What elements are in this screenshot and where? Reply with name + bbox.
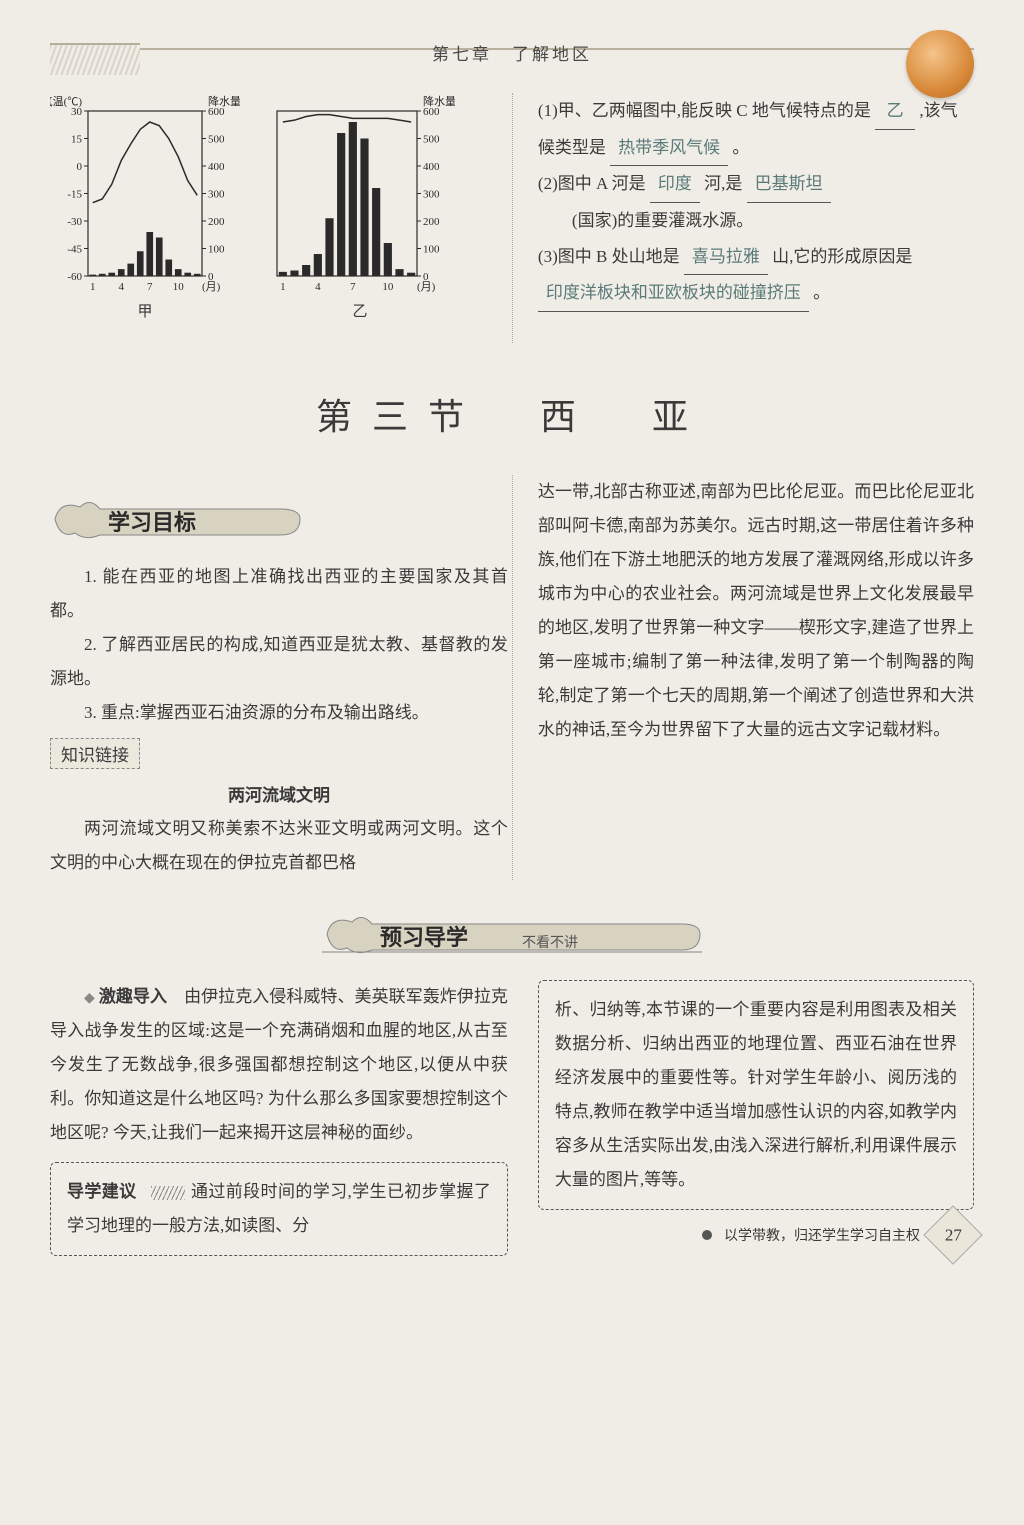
chart-yi-label: 乙 xyxy=(265,300,455,321)
guide-text-right: 析、归纳等,本节课的一个重要内容是利用图表及相关数据分析、归纳出西亚的地理位置、… xyxy=(555,1000,957,1189)
svg-text:15: 15 xyxy=(71,134,83,146)
chart-jia: -60-45-30-1501530气温(℃)010020030040050060… xyxy=(50,93,240,321)
svg-text:100: 100 xyxy=(208,244,225,256)
page-number: 27 xyxy=(945,1225,962,1245)
heading-study-goals: 学习目标 xyxy=(50,495,508,545)
svg-text:300: 300 xyxy=(208,189,225,201)
svg-text:降水量(mm): 降水量(mm) xyxy=(208,94,240,108)
column-divider xyxy=(512,93,513,343)
answers-column: (1)甲、乙两幅图中,能反映 C 地气候特点的是 乙 ,该气候类型是 热带季风气… xyxy=(538,93,974,343)
svg-text:-30: -30 xyxy=(67,216,82,228)
corner-badge-icon xyxy=(906,30,974,98)
svg-text:降水量(mm): 降水量(mm) xyxy=(423,94,455,108)
q2-end: (国家)的重要灌溉水源。 xyxy=(572,211,753,230)
charts-column: -60-45-30-1501530气温(℃)010020030040050060… xyxy=(50,93,508,343)
header-decoration xyxy=(50,43,140,75)
diamond-icon: ◆ xyxy=(84,991,95,1006)
q3-end: 。 xyxy=(813,283,830,302)
svg-text:300: 300 xyxy=(423,189,440,201)
q3-answer1: 喜马拉雅 xyxy=(684,239,768,276)
svg-text:400: 400 xyxy=(423,161,440,173)
svg-text:100: 100 xyxy=(423,244,440,256)
svg-text:500: 500 xyxy=(208,134,225,146)
q2-mid: 河,是 xyxy=(704,174,742,193)
q2-pre: (2)图中 A 河是 xyxy=(538,174,646,193)
q3-answer2: 印度洋板块和亚欧板块的碰撞挤压 xyxy=(538,275,809,312)
svg-text:400: 400 xyxy=(208,161,225,173)
intro-paragraph: ◆ 激趣导入 由伊拉克入侵科威特、美英联军轰炸伊拉克导入战争发生的区域:这是一个充… xyxy=(50,980,508,1150)
knowledge-link-title: 两河流域文明 xyxy=(50,781,508,806)
goals-right: 达一带,北部古称亚述,南部为巴比伦尼亚。而巴比伦尼亚北部叫阿卡德,南部为苏美尔。… xyxy=(538,475,974,880)
page-footer: 以学带教，归还学生学习自主权 27 xyxy=(702,1214,974,1256)
page-header: 第七章 了解地区 xyxy=(50,40,974,78)
knowledge-link-label: 知识链接 xyxy=(50,738,140,769)
q1-answer2: 热带季风气候 xyxy=(610,130,728,167)
answer-q1: (1)甲、乙两幅图中,能反映 C 地气候特点的是 乙 ,该气候类型是 热带季风气… xyxy=(538,93,974,166)
svg-text:7: 7 xyxy=(147,281,153,293)
svg-text:1: 1 xyxy=(280,281,286,293)
svg-text:200: 200 xyxy=(208,216,225,228)
footer-text: 以学带教，归还学生学习自主权 xyxy=(724,1225,920,1245)
svg-text:-60: -60 xyxy=(67,271,82,283)
svg-text:7: 7 xyxy=(350,281,356,293)
heading-study-goals-text: 学习目标 xyxy=(108,505,196,537)
q3-mid: 山,它的形成原因是 xyxy=(772,247,912,266)
hatch-icon xyxy=(151,1186,185,1200)
goals-section: 学习目标 1. 能在西亚的地图上准确找出西亚的主要国家及其首都。 2. 了解西亚… xyxy=(50,475,974,880)
footer-dot-icon xyxy=(702,1230,712,1240)
q3-pre: (3)图中 B 处山地是 xyxy=(538,247,680,266)
goal-1: 1. 能在西亚的地图上准确找出西亚的主要国家及其首都。 xyxy=(50,560,508,628)
top-section: -60-45-30-1501530气温(℃)010020030040050060… xyxy=(50,93,974,343)
svg-text:4: 4 xyxy=(119,281,125,293)
svg-text:10: 10 xyxy=(173,281,185,293)
svg-text:气温(℃): 气温(℃) xyxy=(50,94,82,108)
knowledge-link-para2: 达一带,北部古称亚述,南部为巴比伦尼亚。而巴比伦尼亚北部叫阿卡德,南部为苏美尔。… xyxy=(538,475,974,747)
answer-q3: (3)图中 B 处山地是 喜马拉雅 山,它的形成原因是 印度洋板块和亚欧板块的碰… xyxy=(538,239,974,312)
intro-label: 激趣导入 xyxy=(99,987,167,1006)
svg-text:200: 200 xyxy=(423,216,440,228)
heading-preview-sub: 不看不讲 xyxy=(522,932,578,952)
q1-pre: (1)甲、乙两幅图中,能反映 C 地气候特点的是 xyxy=(538,101,871,120)
guide-box-right: 析、归纳等,本节课的一个重要内容是利用图表及相关数据分析、归纳出西亚的地理位置、… xyxy=(538,980,974,1210)
page-number-badge: 27 xyxy=(923,1205,982,1264)
q1-end: 。 xyxy=(732,138,749,157)
chart-jia-label: 甲 xyxy=(50,300,240,321)
guide-box-left: 导学建议通过前段时间的学习,学生已初步掌握了学习地理的一般方法,如读图、分 xyxy=(50,1162,508,1256)
goal-3: 3. 重点:掌握西亚石油资源的分布及输出路线。 xyxy=(50,696,508,730)
svg-text:(月): (月) xyxy=(417,281,436,293)
chart-yi: 0100200300400500600降水量(mm)14710(月) 乙 xyxy=(265,93,455,321)
q1-answer1: 乙 xyxy=(875,93,915,130)
chapter-title: 第七章 了解地区 xyxy=(432,40,592,65)
heading-flame-icon-2 xyxy=(322,910,702,958)
goal-2: 2. 了解西亚居民的构成,知道西亚是犹太教、基督教的发源地。 xyxy=(50,628,508,696)
q2-answer1: 印度 xyxy=(650,166,700,203)
goals-left: 学习目标 1. 能在西亚的地图上准确找出西亚的主要国家及其首都。 2. 了解西亚… xyxy=(50,475,508,880)
svg-text:0: 0 xyxy=(77,161,83,173)
heading-preview: 预习导学 不看不讲 xyxy=(322,910,702,960)
svg-text:-45: -45 xyxy=(67,244,82,256)
section-title: 第三节 西 亚 xyxy=(50,388,974,440)
svg-text:1: 1 xyxy=(90,281,96,293)
svg-text:10: 10 xyxy=(382,281,394,293)
intro-text: 由伊拉克入侵科威特、美英联军轰炸伊拉克导入战争发生的区域:这是一个充满硝烟和血腥… xyxy=(50,987,508,1142)
guide-label: 导学建议 xyxy=(67,1182,137,1201)
answer-q2: (2)图中 A 河是 印度 河,是 巴基斯坦 (国家)的重要灌溉水源。 xyxy=(538,166,974,238)
svg-text:-15: -15 xyxy=(67,189,82,201)
heading-preview-text: 预习导学 xyxy=(380,920,468,952)
preview-left: ◆ 激趣导入 由伊拉克入侵科威特、美英联军轰炸伊拉克导入战争发生的区域:这是一个充… xyxy=(50,980,508,1256)
svg-text:500: 500 xyxy=(423,134,440,146)
knowledge-link-para1: 两河流域文明又称美索不达米亚文明或两河文明。这个文明的中心大概在现在的伊拉克首都… xyxy=(50,812,508,880)
column-divider-2 xyxy=(512,475,513,880)
svg-text:(月): (月) xyxy=(202,281,221,293)
svg-text:4: 4 xyxy=(315,281,321,293)
q2-answer2: 巴基斯坦 xyxy=(747,166,831,203)
